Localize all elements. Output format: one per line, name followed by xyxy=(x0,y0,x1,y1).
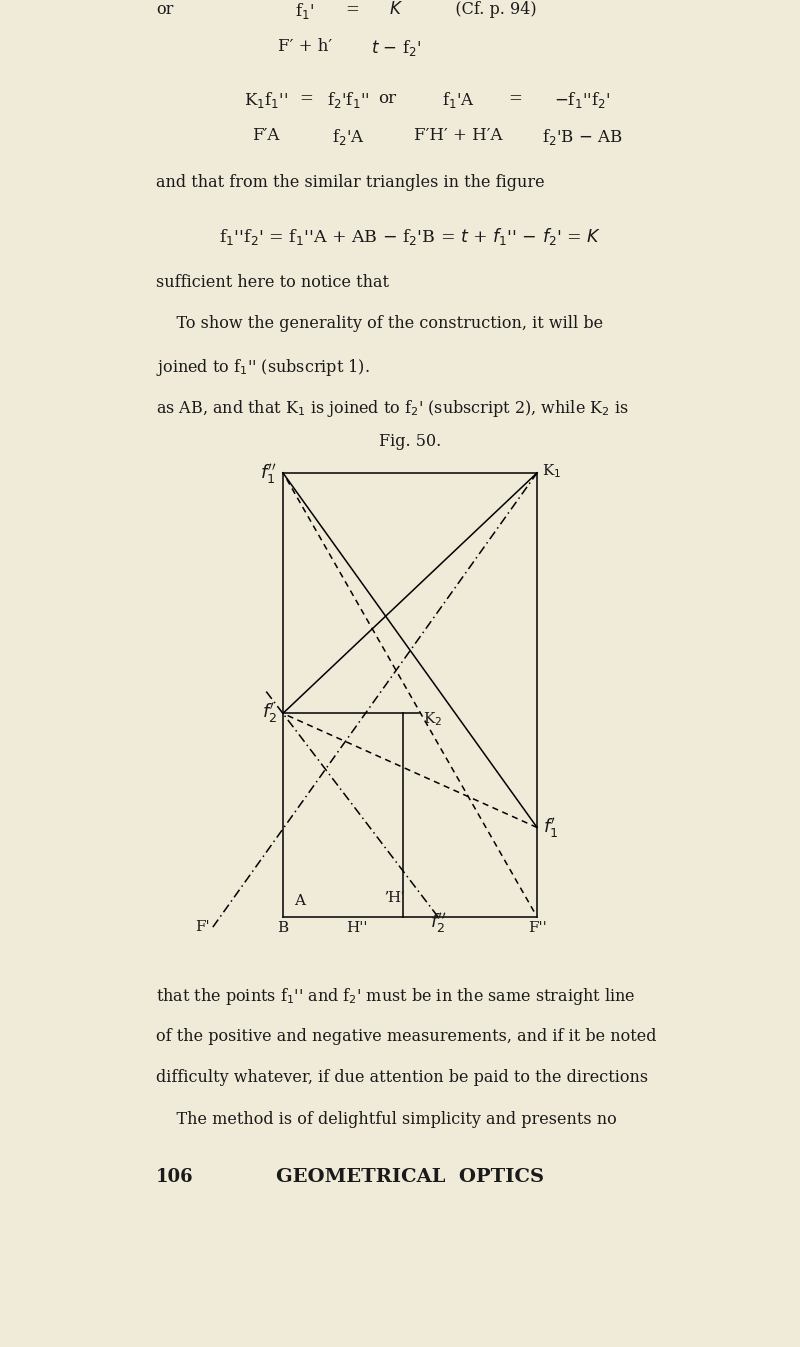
Text: $\mathit{f}_1''$: $\mathit{f}_1''$ xyxy=(260,462,277,486)
Text: or: or xyxy=(156,0,173,18)
Text: (Cf. p. 94): (Cf. p. 94) xyxy=(440,0,536,18)
Text: $\mathit{f}_1'$: $\mathit{f}_1'$ xyxy=(543,815,558,839)
Text: f$_1$'A: f$_1$'A xyxy=(442,90,475,110)
Text: F': F' xyxy=(195,920,210,933)
Text: H'': H'' xyxy=(346,921,368,935)
Text: f$_2$'f$_1$'': f$_2$'f$_1$'' xyxy=(326,90,370,110)
Text: The method is of delightful simplicity and presents no: The method is of delightful simplicity a… xyxy=(156,1111,617,1127)
Text: ʼH′: ʼH′ xyxy=(383,890,405,905)
Text: B: B xyxy=(278,921,289,935)
Text: and that from the similar triangles in the figure: and that from the similar triangles in t… xyxy=(156,174,545,191)
Text: K$_1$: K$_1$ xyxy=(542,462,562,480)
Text: f$_2$'B $-$ AB: f$_2$'B $-$ AB xyxy=(542,128,622,147)
Text: GEOMETRICAL  OPTICS: GEOMETRICAL OPTICS xyxy=(276,1168,544,1185)
Text: joined to f$_1$'' (subscript 1).: joined to f$_1$'' (subscript 1). xyxy=(156,357,370,377)
Text: as AB, and that K$_1$ is joined to f$_2$' (subscript 2), while K$_2$ is: as AB, and that K$_1$ is joined to f$_2$… xyxy=(156,399,629,419)
Text: To show the generality of the construction, it will be: To show the generality of the constructi… xyxy=(156,315,603,333)
Text: K$_2$: K$_2$ xyxy=(423,711,442,729)
Text: f$_2$'A: f$_2$'A xyxy=(331,128,365,147)
Text: K$_1$f$_1$'': K$_1$f$_1$'' xyxy=(244,90,288,110)
Text: $-$f$_1$''f$_2$': $-$f$_1$''f$_2$' xyxy=(554,90,610,110)
Text: =: = xyxy=(299,90,314,106)
Text: that the points f$_1$'' and f$_2$' must be in the same straight line: that the points f$_1$'' and f$_2$' must … xyxy=(156,986,635,1008)
Text: $K$: $K$ xyxy=(390,1,403,18)
Text: F'': F'' xyxy=(528,921,546,935)
Text: of the positive and negative measurements, and if it be noted: of the positive and negative measurement… xyxy=(156,1028,656,1045)
Text: 106: 106 xyxy=(156,1168,194,1185)
Text: A: A xyxy=(294,894,305,908)
Text: or: or xyxy=(378,90,397,106)
Text: $t$ $-$ f$_2$': $t$ $-$ f$_2$' xyxy=(371,38,422,58)
Text: =: = xyxy=(346,0,359,18)
Text: F′ + h′: F′ + h′ xyxy=(278,38,332,55)
Text: $\mathit{f}_2''$: $\mathit{f}_2''$ xyxy=(430,912,446,935)
Text: $\mathit{f}_2'$: $\mathit{f}_2'$ xyxy=(262,702,277,726)
Text: Fig. 50.: Fig. 50. xyxy=(379,434,441,450)
Text: F′A: F′A xyxy=(253,128,280,144)
Text: f$_1$''f$_2$' = f$_1$''A + AB $-$ f$_2$'B = $t$ + $f_1$'' $-$ $f_2$' = $K$: f$_1$''f$_2$' = f$_1$''A + AB $-$ f$_2$'… xyxy=(219,226,601,247)
Text: F′H′ + H′A: F′H′ + H′A xyxy=(414,128,502,144)
Text: f$_1$': f$_1$' xyxy=(295,1,314,20)
Text: sufficient here to notice that: sufficient here to notice that xyxy=(156,273,389,291)
Text: difficulty whatever, if due attention be paid to the directions: difficulty whatever, if due attention be… xyxy=(156,1070,648,1086)
Text: =: = xyxy=(509,90,522,106)
